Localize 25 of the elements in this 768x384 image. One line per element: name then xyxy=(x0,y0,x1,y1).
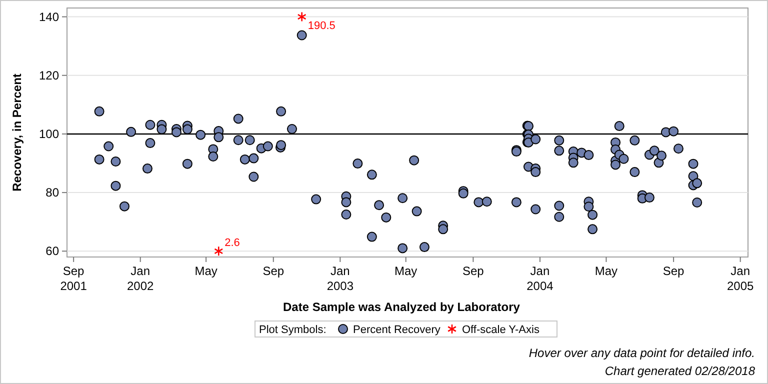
legend-title: Plot Symbols: xyxy=(259,324,326,336)
x-tick-label: May xyxy=(194,264,218,278)
y-tick-label: 100 xyxy=(38,126,60,141)
annotation: 190.5 xyxy=(308,20,336,32)
y-tick-label: 60 xyxy=(46,244,60,258)
x-tick-label: Jan 2003 xyxy=(326,264,354,293)
x-tick-label: Sep xyxy=(262,264,284,278)
x-tick-label: Jan 2004 xyxy=(526,264,554,293)
x-tick-label: May xyxy=(394,264,418,278)
x-tick-label: Sep xyxy=(462,264,484,278)
legend-label: Percent Recovery xyxy=(353,324,441,336)
x-tick-label: Sep 2001 xyxy=(60,264,88,293)
x-tick-label: Sep xyxy=(662,264,685,278)
annotation: 2.6 xyxy=(224,237,240,250)
x-tick-label: May xyxy=(594,264,618,278)
x-tick-label: Jan 2002 xyxy=(127,264,154,293)
y-tick-label: 120 xyxy=(38,68,60,82)
x-axis-title: Date Sample was Analyzed by Laboratory xyxy=(283,300,520,314)
text: Hover over any data point for detailed info. xyxy=(528,346,755,360)
y-tick-label: 140 xyxy=(38,10,60,24)
y-tick-label: 80 xyxy=(46,186,60,200)
y-axis-title: Recovery, in Percent xyxy=(10,74,24,192)
text: Chart generated 02/28/2018 xyxy=(604,364,756,378)
legend-label: Off-scale Y-Axis xyxy=(462,324,540,336)
x-tick-label: Jan 2005 xyxy=(726,264,754,293)
